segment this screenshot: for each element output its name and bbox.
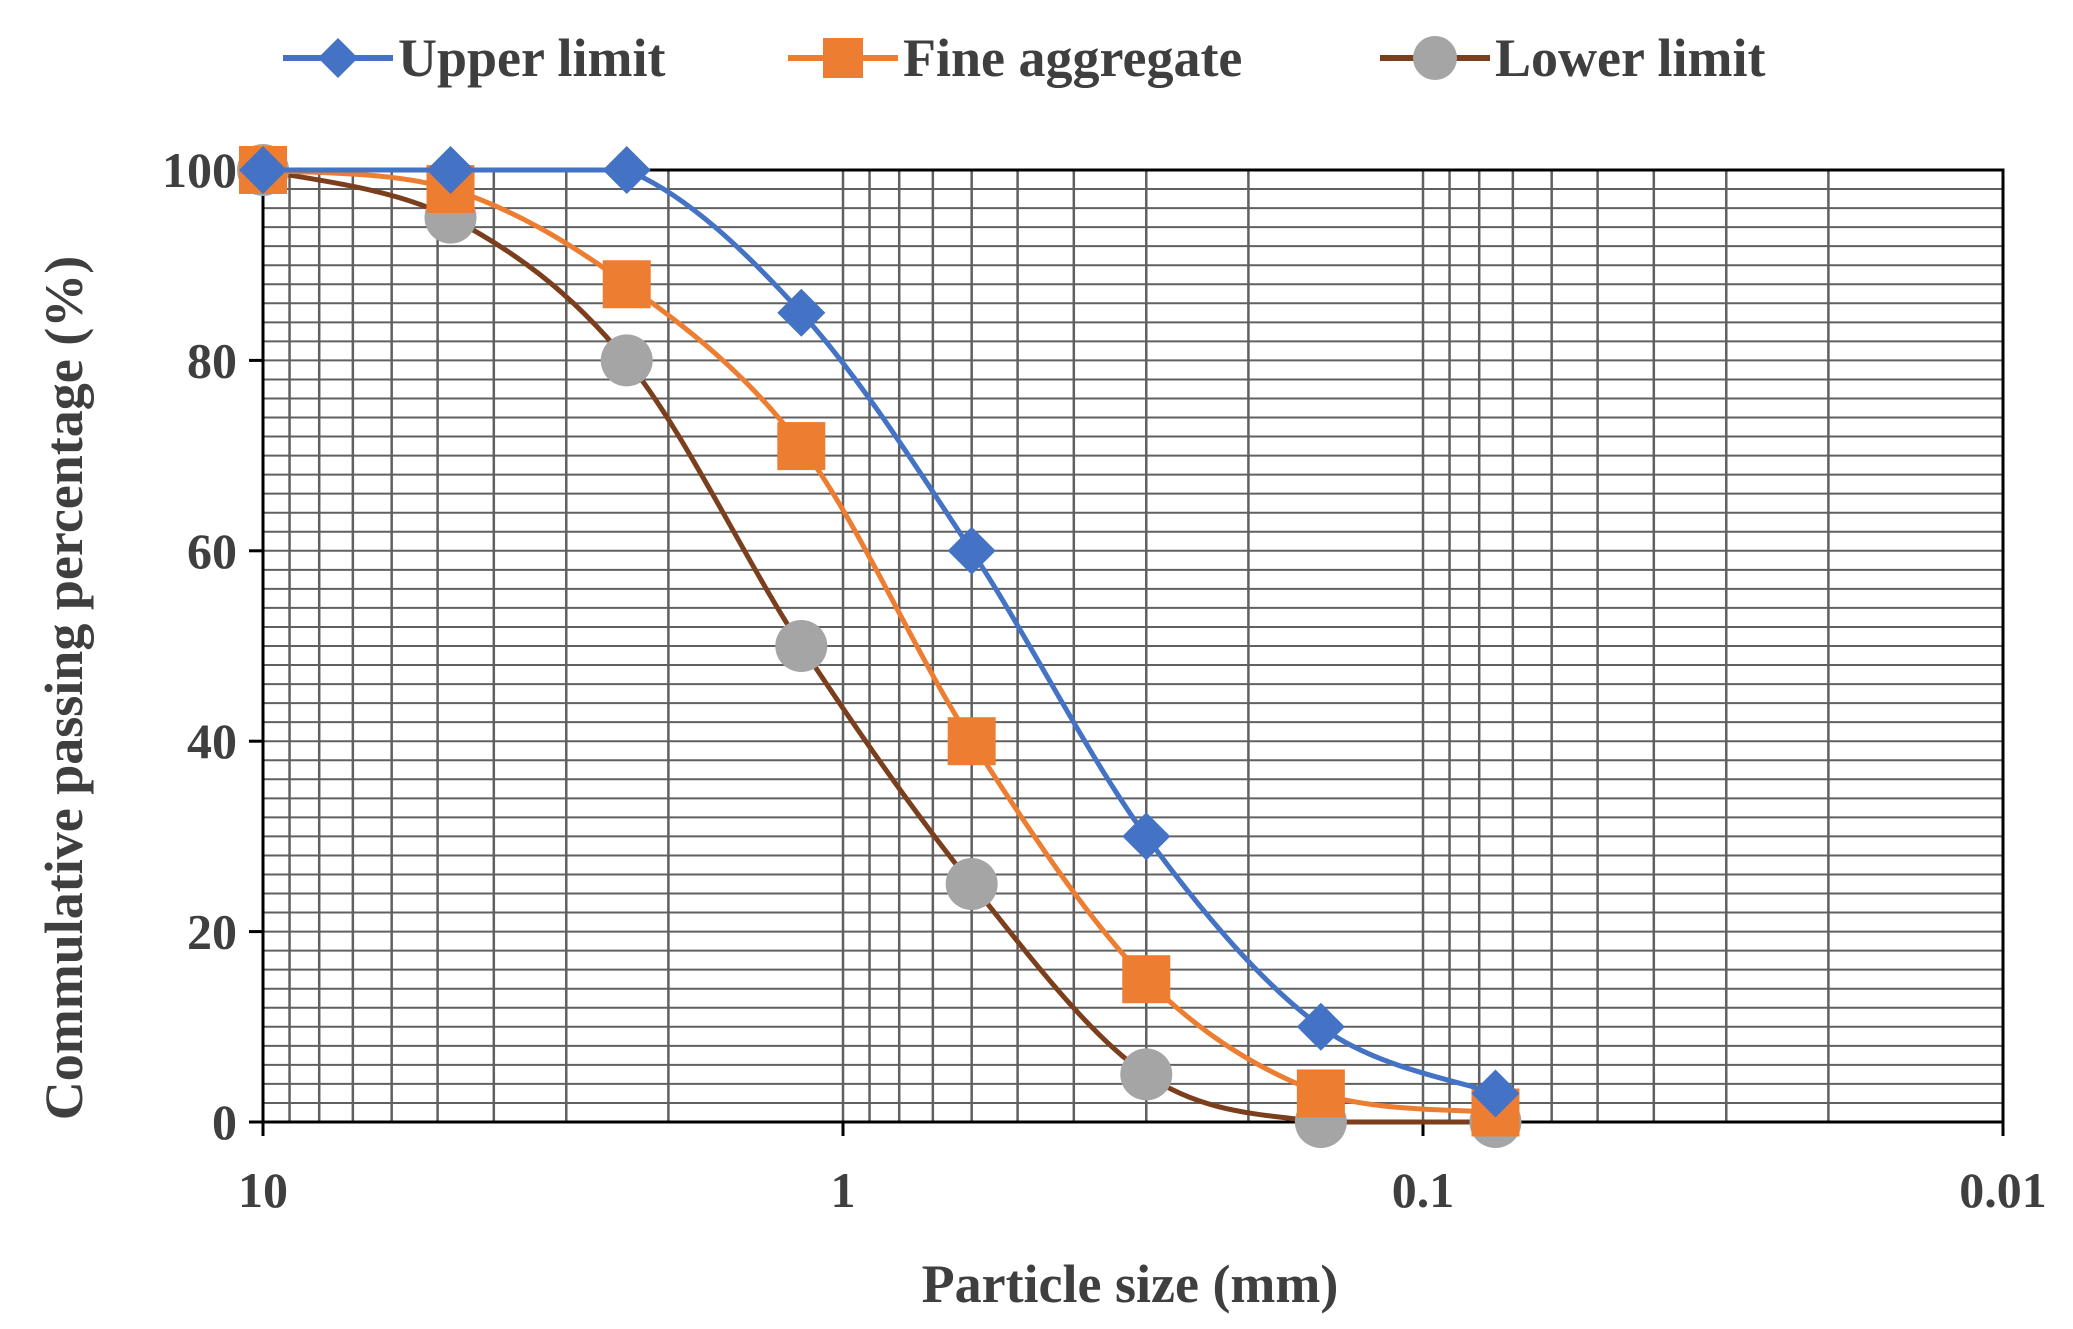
data-point-lower-limit: [775, 620, 828, 672]
y-axis: 0 20 40 60 80 100: [162, 142, 263, 1150]
x-tick-label: 0.01: [1959, 1162, 2047, 1218]
legend-item-fine-aggregate: Fine aggregate: [788, 28, 1242, 88]
data-point-fine-aggregate: [1296, 1069, 1345, 1118]
y-axis-title: Commulative passing percentage (%): [34, 256, 94, 1120]
data-point-upper-limit: [777, 288, 826, 337]
legend-label-upper-limit: Upper limit: [398, 28, 666, 88]
series-upper-limit: [239, 146, 1520, 1118]
data-point-fine-aggregate: [602, 260, 651, 309]
series-line-fine-aggregate: [262, 167, 1496, 1115]
data-point-upper-limit: [1122, 812, 1171, 861]
y-tick-label: 40: [187, 713, 237, 769]
x-tick-label: 1: [831, 1162, 856, 1218]
y-tick-label: 60: [187, 523, 237, 579]
legend-label-fine-aggregate: Fine aggregate: [903, 28, 1242, 88]
data-point-upper-limit: [426, 146, 475, 194]
data-point-fine-aggregate: [777, 422, 826, 471]
data-point-upper-limit: [947, 526, 996, 575]
x-axis: 10 1 0.1 0.01: [238, 1122, 2047, 1218]
grid-lines: [261, 169, 2005, 1123]
x-axis-title: Particle size (mm): [922, 1254, 1339, 1314]
legend-diamond-icon: [318, 38, 358, 78]
data-point-fine-aggregate: [947, 717, 996, 766]
data-point-lower-limit: [945, 858, 998, 910]
plot-area-border: [261, 168, 2005, 1124]
y-tick-label: 80: [187, 332, 237, 388]
legend-circle-icon: [1413, 36, 1457, 80]
legend: Upper limit Fine aggregate Lower limit: [283, 28, 1765, 88]
x-tick-label: 0.1: [1392, 1162, 1455, 1218]
data-point-upper-limit: [239, 146, 287, 194]
y-tick-label: 100: [162, 142, 237, 198]
legend-item-upper-limit: Upper limit: [283, 28, 666, 88]
data-series: [237, 144, 1522, 1148]
series-line-upper-limit: [263, 167, 1497, 1096]
series-line-lower-limit: [262, 167, 1496, 1125]
data-point-upper-limit: [1471, 1069, 1520, 1118]
legend-square-icon: [823, 38, 863, 78]
data-point-fine-aggregate: [1122, 955, 1171, 1004]
y-tick-label: 20: [187, 904, 237, 960]
legend-item-lower-limit: Lower limit: [1380, 28, 1765, 88]
series-fine-aggregate: [239, 146, 1520, 1137]
x-tick-label: 10: [238, 1162, 288, 1218]
data-point-upper-limit: [602, 146, 651, 194]
data-point-upper-limit: [1296, 1002, 1345, 1051]
legend-label-lower-limit: Lower limit: [1495, 28, 1765, 88]
y-tick-label: 0: [212, 1094, 237, 1150]
data-point-lower-limit: [1120, 1048, 1173, 1101]
data-point-lower-limit: [600, 334, 653, 387]
